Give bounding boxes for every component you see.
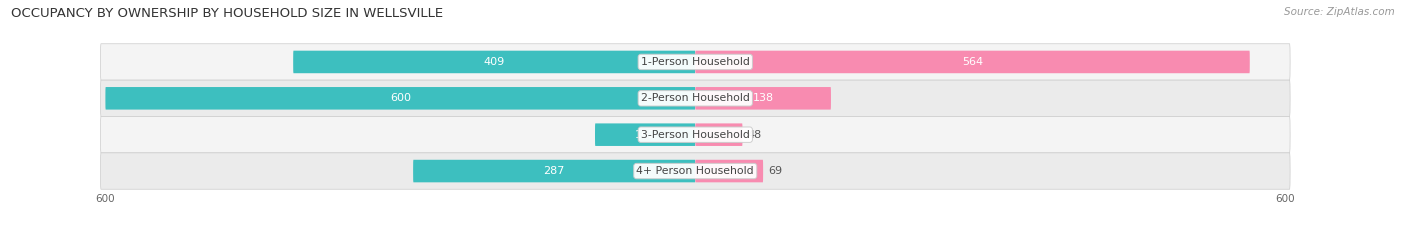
FancyBboxPatch shape [413,160,696,182]
Text: OCCUPANCY BY OWNERSHIP BY HOUSEHOLD SIZE IN WELLSVILLE: OCCUPANCY BY OWNERSHIP BY HOUSEHOLD SIZE… [11,7,443,20]
Text: 409: 409 [484,57,505,67]
Text: 69: 69 [768,166,782,176]
Text: 1-Person Household: 1-Person Household [641,57,749,67]
Text: 48: 48 [748,130,762,140]
Text: 287: 287 [544,166,565,176]
Text: 564: 564 [962,57,983,67]
Text: 4+ Person Household: 4+ Person Household [637,166,754,176]
Text: 3-Person Household: 3-Person Household [641,130,749,140]
FancyBboxPatch shape [294,51,696,73]
FancyBboxPatch shape [696,160,763,182]
Text: 2-Person Household: 2-Person Household [641,93,749,103]
FancyBboxPatch shape [696,51,1250,73]
Text: 600: 600 [389,93,411,103]
FancyBboxPatch shape [100,80,1291,116]
Text: 138: 138 [752,93,773,103]
FancyBboxPatch shape [696,123,742,146]
FancyBboxPatch shape [105,87,696,110]
FancyBboxPatch shape [100,44,1291,80]
FancyBboxPatch shape [100,153,1291,189]
Text: 102: 102 [634,130,655,140]
FancyBboxPatch shape [100,116,1291,153]
FancyBboxPatch shape [696,87,831,110]
FancyBboxPatch shape [595,123,696,146]
Text: Source: ZipAtlas.com: Source: ZipAtlas.com [1284,7,1395,17]
